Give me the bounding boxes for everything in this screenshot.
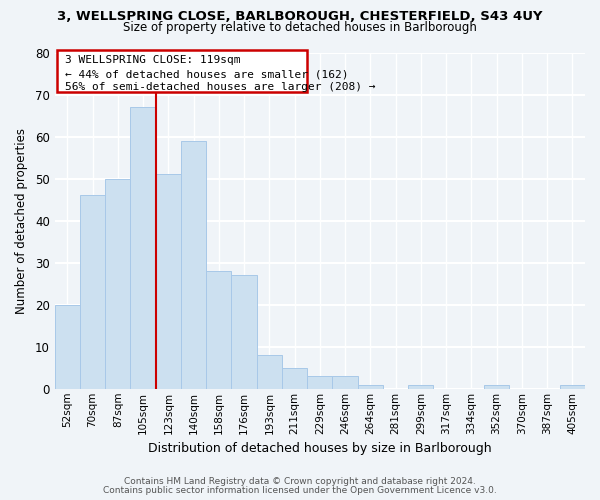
- Bar: [105, 178, 130, 389]
- Y-axis label: Number of detached properties: Number of detached properties: [15, 128, 28, 314]
- Bar: [332, 376, 358, 389]
- Bar: [206, 271, 232, 389]
- X-axis label: Distribution of detached houses by size in Barlborough: Distribution of detached houses by size …: [148, 442, 491, 455]
- Text: 3 WELLSPRING CLOSE: 119sqm: 3 WELLSPRING CLOSE: 119sqm: [65, 56, 240, 66]
- Bar: [80, 196, 105, 389]
- Bar: [307, 376, 332, 389]
- Bar: [181, 141, 206, 389]
- Text: 56% of semi-detached houses are larger (208) →: 56% of semi-detached houses are larger (…: [65, 82, 375, 92]
- Bar: [57, 50, 307, 92]
- Bar: [358, 384, 383, 389]
- Text: Contains public sector information licensed under the Open Government Licence v3: Contains public sector information licen…: [103, 486, 497, 495]
- Bar: [282, 368, 307, 389]
- Bar: [560, 384, 585, 389]
- Bar: [232, 276, 257, 389]
- Bar: [408, 384, 433, 389]
- Bar: [130, 107, 155, 389]
- Text: 3, WELLSPRING CLOSE, BARLBOROUGH, CHESTERFIELD, S43 4UY: 3, WELLSPRING CLOSE, BARLBOROUGH, CHESTE…: [57, 10, 543, 23]
- Text: Size of property relative to detached houses in Barlborough: Size of property relative to detached ho…: [123, 21, 477, 34]
- Bar: [155, 174, 181, 389]
- Text: Contains HM Land Registry data © Crown copyright and database right 2024.: Contains HM Land Registry data © Crown c…: [124, 477, 476, 486]
- Bar: [55, 304, 80, 389]
- Bar: [257, 355, 282, 389]
- Bar: [484, 384, 509, 389]
- Text: ← 44% of detached houses are smaller (162): ← 44% of detached houses are smaller (16…: [65, 70, 348, 80]
